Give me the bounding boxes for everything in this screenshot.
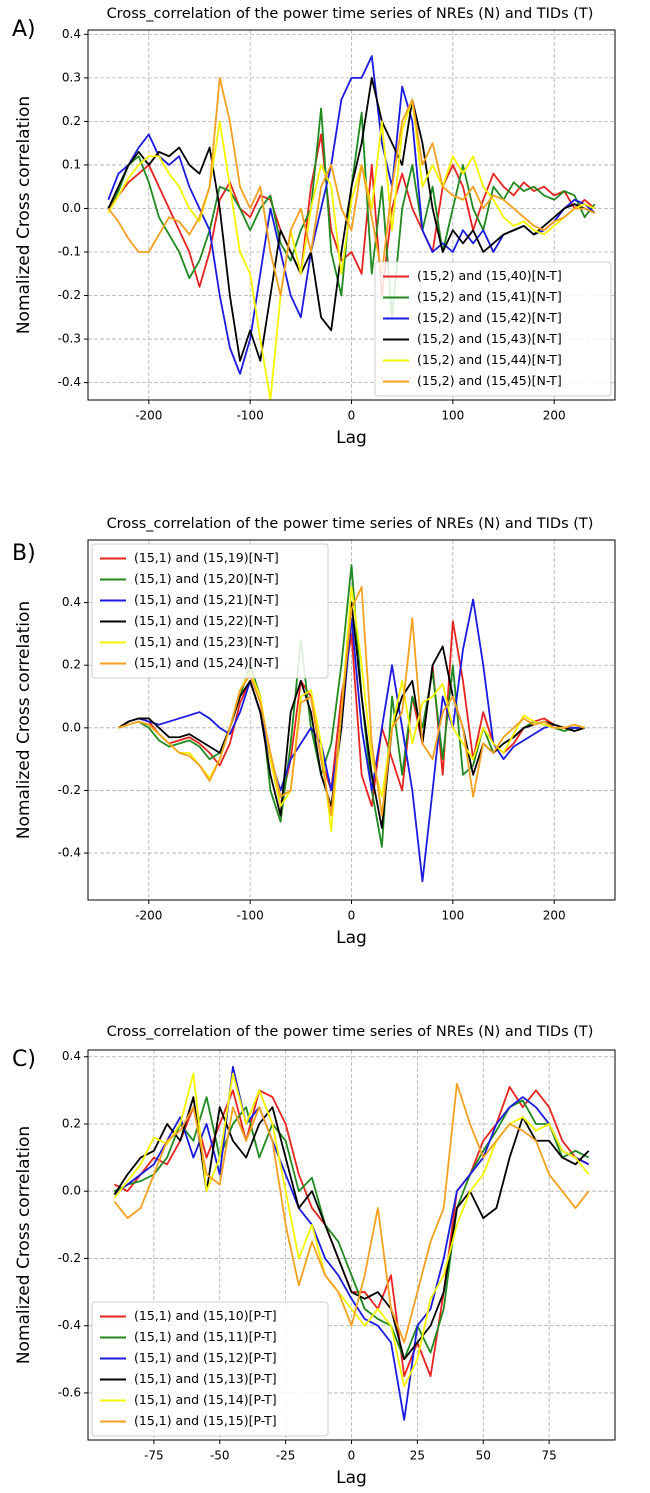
y-axis-label: Nomalized Cross correlation [14, 1126, 34, 1364]
y-tick-label: 0.3 [62, 70, 81, 84]
x-tick-label: -50 [210, 1449, 230, 1463]
y-tick-label: -0.4 [58, 375, 81, 389]
series-line [107, 133, 596, 297]
y-tick-label: 0.2 [62, 1116, 81, 1130]
legend-label: (15,2) and (15,43)[N-T] [417, 331, 562, 346]
chart-panel: Cross_correlation of the power time seri… [12, 516, 616, 948]
legend-label: (15,1) and (15,14)[P-T] [134, 1392, 277, 1407]
y-tick-label: -0.6 [58, 1385, 81, 1399]
legend-label: (15,1) and (15,23)[N-T] [134, 634, 279, 649]
series-line [117, 620, 585, 807]
y-tick-label: 0.4 [62, 1049, 81, 1063]
legend-label: (15,2) and (15,42)[N-T] [417, 310, 562, 325]
y-tick-label: 0.2 [62, 114, 81, 128]
chart-title: Cross_correlation of the power time seri… [107, 6, 594, 22]
legend: (15,2) and (15,40)[N-T] (15,2) and (15,41… [374, 261, 612, 397]
legend: (15,1) and (15,19)[N-T] (15,1) and (15,20… [91, 543, 329, 679]
series-line [107, 76, 596, 297]
lines [107, 55, 596, 400]
legend-box [91, 543, 329, 679]
lines [117, 564, 585, 883]
series-line [117, 598, 585, 883]
x-tick-label: 100 [441, 909, 464, 923]
series-line [107, 76, 596, 362]
panel-label: C) [12, 1047, 36, 1072]
y-tick-label: 0.2 [62, 658, 81, 672]
legend-label: (15,2) and (15,40)[N-T] [417, 268, 562, 283]
x-tick-label: 100 [441, 409, 464, 423]
y-axis-label: Nomalized Cross correlation [14, 96, 34, 334]
y-tick-label: 0.1 [62, 157, 81, 171]
x-tick-label: 0 [348, 909, 356, 923]
y-tick-label: 0.4 [62, 595, 81, 609]
legend-label: (15,1) and (15,22)[N-T] [134, 613, 279, 628]
x-tick-label: -200 [135, 409, 162, 423]
x-tick-label: 25 [410, 1449, 425, 1463]
y-tick-label: -0.2 [58, 288, 81, 302]
legend-label: (15,1) and (15,19)[N-T] [134, 550, 279, 565]
x-tick-label: 0 [348, 409, 356, 423]
series-line [113, 1082, 590, 1344]
plot-frame [87, 29, 616, 401]
legend: (15,1) and (15,10)[P-T] (15,1) and (15,11… [91, 1301, 329, 1437]
x-axis-label: Lag [336, 428, 367, 448]
chart-panel: Cross_correlation of the power time seri… [12, 1024, 616, 1488]
x-tick-label: 200 [543, 909, 566, 923]
legend-label: (15,1) and (15,12)[P-T] [134, 1350, 277, 1365]
chart-title: Cross_correlation of the power time seri… [107, 1024, 594, 1040]
legend-label: (15,2) and (15,44)[N-T] [417, 352, 562, 367]
legend-label: (15,1) and (15,11)[P-T] [134, 1329, 277, 1344]
y-tick-label: -0.4 [58, 846, 81, 860]
y-tick-label: 0.0 [62, 201, 81, 215]
y-tick-label: 0.4 [62, 27, 81, 41]
chart-title: Cross_correlation of the power time seri… [107, 516, 594, 532]
legend-label: (15,1) and (15,24)[N-T] [134, 655, 279, 670]
y-tick-label: -0.3 [58, 332, 81, 346]
series-line [113, 1096, 590, 1361]
legend-box [91, 1301, 329, 1437]
y-tick-label: -0.1 [58, 245, 81, 259]
x-tick-label: -100 [237, 409, 264, 423]
legend-box [374, 261, 612, 397]
x-tick-label: -200 [135, 909, 162, 923]
y-tick-label: -0.4 [58, 1318, 81, 1332]
chart-panel: Cross_correlation of the power time seri… [12, 6, 616, 448]
x-tick-label: -100 [237, 909, 264, 923]
legend-label: (15,1) and (15,15)[P-T] [134, 1413, 277, 1428]
lines [113, 1065, 590, 1421]
y-axis-label: Nomalized Cross correlation [14, 601, 34, 839]
legend-label: (15,1) and (15,10)[P-T] [134, 1308, 277, 1323]
series-line [118, 586, 585, 817]
x-axis-label: Lag [336, 928, 367, 948]
y-tick-label: 0.0 [62, 1184, 81, 1198]
x-tick-label: 75 [541, 1449, 556, 1463]
x-tick-label: 50 [476, 1449, 491, 1463]
x-tick-label: -75 [144, 1449, 164, 1463]
plot-frame [87, 1049, 616, 1441]
legend-label: (15,1) and (15,13)[P-T] [134, 1371, 277, 1386]
y-tick-label: 0.0 [62, 720, 81, 734]
x-tick-label: -25 [276, 1449, 296, 1463]
panel-label: A) [12, 17, 36, 42]
x-tick-label: 0 [348, 1449, 356, 1463]
legend-label: (15,1) and (15,21)[N-T] [134, 592, 279, 607]
legend-label: (15,2) and (15,41)[N-T] [417, 289, 562, 304]
series-line [113, 1065, 590, 1421]
x-axis-label: Lag [336, 1468, 367, 1488]
plot-frame [87, 539, 616, 901]
y-tick-label: -0.2 [58, 1251, 81, 1265]
series-line [117, 601, 585, 829]
x-tick-label: 200 [543, 409, 566, 423]
legend-label: (15,1) and (15,20)[N-T] [134, 571, 279, 586]
series-line [107, 98, 596, 400]
y-tick-label: -0.2 [58, 783, 81, 797]
legend-label: (15,2) and (15,45)[N-T] [417, 373, 562, 388]
panel-label: B) [12, 541, 36, 566]
